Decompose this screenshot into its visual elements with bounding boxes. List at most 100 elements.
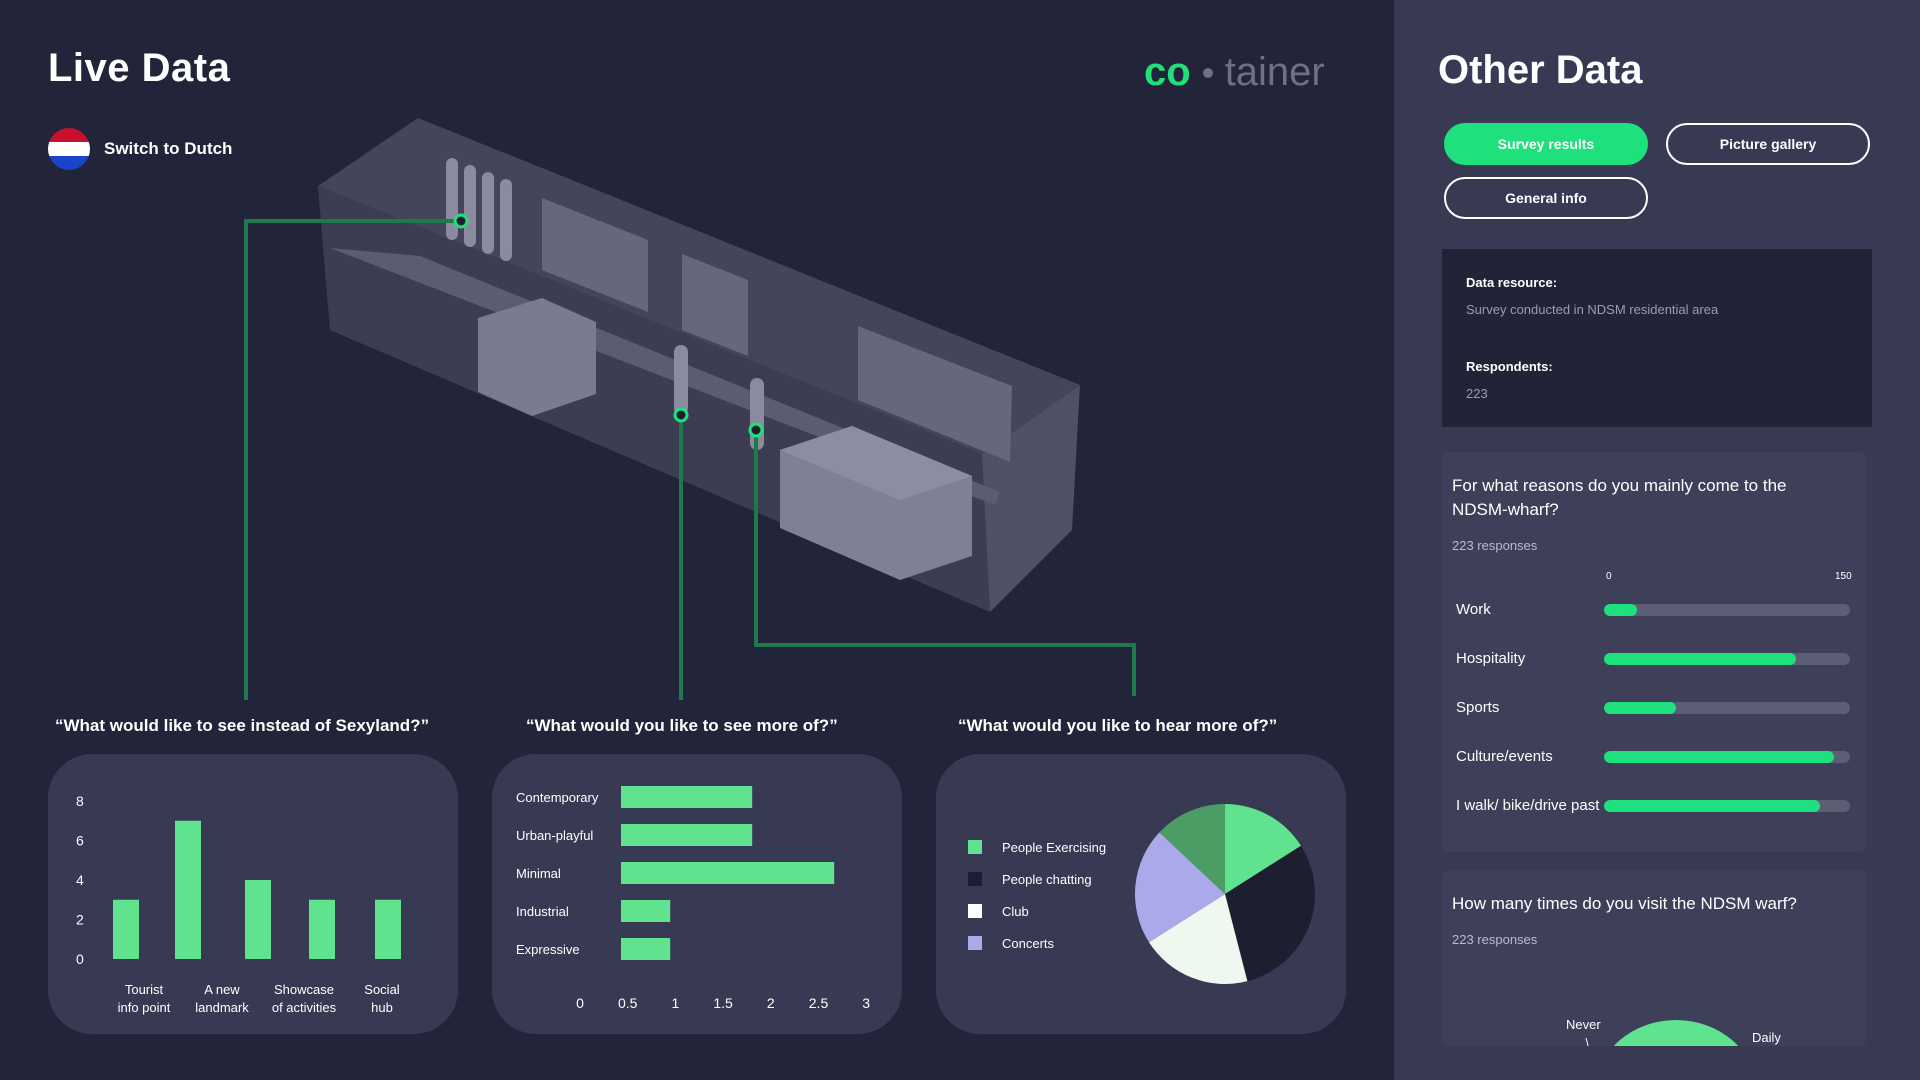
survey-reasons-scale: 0 150 [1452,567,1856,585]
survey-row-fill [1604,799,1821,812]
live-data-panel: Live Data Switch to Dutch co tainer [48,46,1346,1034]
y-tick-label: 8 [76,793,84,809]
survey-row: Culture/events [1452,732,1856,781]
x-tick-label: 0 [576,995,584,1011]
page-title: Live Data [48,46,231,90]
bar [621,824,753,846]
survey-row-fill [1604,652,1796,665]
logo-co: co [1144,50,1191,94]
category-label: Expressive [516,942,580,957]
survey-reasons-rows: Work Hospitality Sports Culture/events I wal… [1452,585,1856,830]
hbar-chart: Contemporary Urban-playful Minimal Industri… [516,786,870,1011]
pie-slice [1159,804,1225,894]
survey-reasons-responses: 223 responses [1452,538,1538,553]
category-label: Minimal [516,866,561,881]
respondents-value: 223 [1466,386,1488,401]
pie-slice [1225,845,1315,982]
language-toggle[interactable]: Switch to Dutch [48,128,232,170]
survey-row: Work [1452,585,1856,634]
x-tick-label: Social [364,982,400,997]
bar [621,900,671,922]
scale-max: 150 [1835,571,1852,582]
bar-chart-question: “What would like to see instead of Sexyl… [55,716,430,735]
respondents-label: Respondents: [1466,359,1553,374]
pie-chart-question: “What would you like to hear more of?” [958,716,1278,735]
visits-gauge-arc [1613,1020,1739,1046]
x-tick-label: A new [204,982,240,997]
survey-row-label: Hospitality [1456,649,1526,667]
x-tick-label: 1.5 [713,995,733,1011]
survey-row-fill [1604,603,1637,616]
pie-chart-card: People Exercising People chatting Club Conc… [936,754,1346,1034]
category-label: Contemporary [516,790,599,805]
legend-swatch [968,936,982,950]
data-resource-value: Survey conducted in NDSM residential are… [1466,302,1719,317]
survey-results-button[interactable]: Survey results [1444,123,1648,165]
bar [621,938,671,960]
sidebar-title: Other Data [1438,48,1643,92]
x-tick-label: landmark [195,1000,249,1015]
legend-swatch [968,904,982,918]
pie-slice [1225,804,1301,894]
survey-visits-responses: 223 responses [1452,932,1538,947]
pie-slice [1149,894,1248,984]
pie-slice [1135,832,1225,943]
legend-swatch [968,840,982,854]
daily-label: Daily [1752,1030,1781,1045]
survey-row-track [1604,799,1850,812]
x-tick-label: Tourist [125,982,164,997]
legend-label: People Exercising [1002,840,1106,855]
hbar-chart-card: Contemporary Urban-playful Minimal Industri… [492,754,902,1034]
y-tick-label: 2 [76,912,84,928]
x-tick-label: 3 [862,995,870,1011]
survey-row: Hospitality [1452,634,1856,683]
survey-row-fill [1604,750,1834,763]
legend-label: Concerts [1002,936,1055,951]
cotainer-logo: co tainer [1144,50,1325,95]
x-tick-label: info point [118,1000,171,1015]
y-tick-label: 6 [76,833,84,849]
survey-row-track [1604,603,1850,616]
picture-gallery-button[interactable]: Picture gallery [1666,123,1870,165]
category-label: Industrial [516,904,569,919]
scale-min: 0 [1606,571,1612,582]
legend-swatch [968,872,982,886]
survey-visits-card: How many times do you visit the NDSM war… [1442,870,1866,1046]
y-tick-label: 4 [76,872,84,888]
x-tick-label: 2 [767,995,775,1011]
survey-row-track [1604,652,1850,665]
never-label: Never [1566,1017,1601,1032]
general-info-button[interactable]: General info [1444,177,1648,219]
survey-row-label: I walk/ bike/drive past [1456,796,1600,814]
survey-row-fill [1604,701,1677,714]
category-label: Urban-playful [516,828,593,843]
survey-row-label: Work [1456,600,1491,618]
survey-row: Sports [1452,683,1856,732]
survey-row: I walk/ bike/drive past [1452,781,1856,830]
visits-gauge: Never Daily [1566,1017,1781,1046]
x-tick-label: 1 [672,995,680,1011]
logo-dot [1202,67,1213,78]
bar [621,786,753,808]
bar [175,820,201,959]
survey-row-label: Culture/events [1456,747,1553,765]
bar [309,899,335,959]
survey-row-label: Sports [1456,698,1500,716]
survey-reasons-card: For what reasons do you mainly come to t… [1442,452,1866,852]
survey-visits-question: How many times do you visit the NDSM war… [1452,894,1797,913]
survey-row-track [1604,701,1850,714]
pie-chart: People Exercising People chatting Club Conc… [968,804,1315,984]
never-leader [1585,1037,1589,1046]
hbar-chart-question: “What would you like to see more of?” [526,716,838,735]
container-3d-model [244,118,1136,700]
survey-row-track [1604,750,1850,763]
bar [621,862,835,884]
x-tick-label: of activities [272,1000,337,1015]
data-resource-box: Data resource: Survey conducted in NDSM … [1442,249,1872,427]
survey-reasons-question: For what reasons do you mainly come to t… [1452,476,1787,519]
language-toggle-label: Switch to Dutch [104,139,233,158]
bar-chart: 8 6 4 2 0 Tourist info point A new landmark Showc… [76,793,401,1015]
x-tick-label: hub [371,1000,393,1015]
x-tick-label: 0.5 [618,995,638,1011]
data-resource-label: Data resource: [1466,275,1558,290]
